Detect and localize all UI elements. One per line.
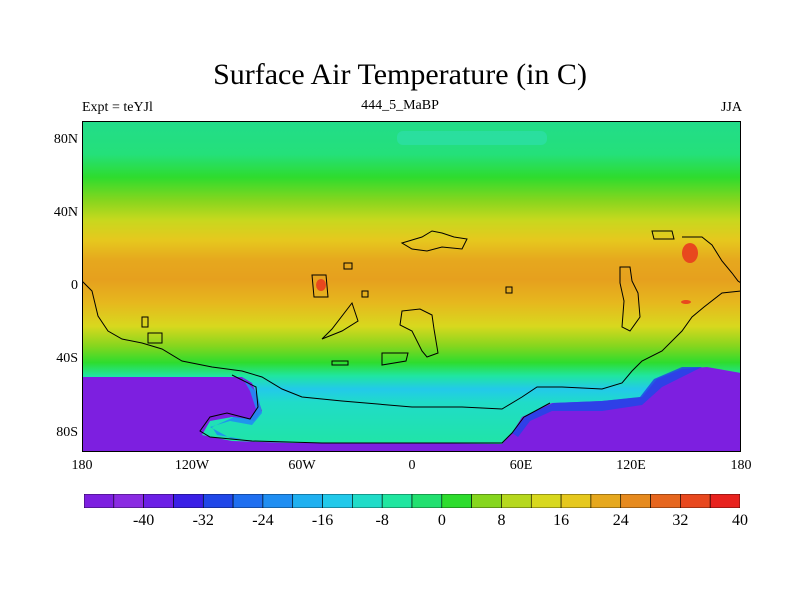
colorbar-label: -16 [311,512,334,529]
antarctic-coast-band [512,367,702,437]
colorbar-label: -40 [132,512,155,529]
y-tick: 80N [53,132,78,147]
y-tick: 40N [53,205,78,220]
season-label: JJA [720,100,742,115]
colorbar-swatch [84,494,115,508]
colorbar-label: 8 [497,512,506,529]
colorbar [84,494,740,508]
colorbar-swatch [381,494,413,508]
antarctic-fringe [210,377,282,439]
colorbar-swatch [352,494,383,508]
y-tick: 0 [71,278,78,293]
x-tick: 180 [71,458,93,473]
colorbar-label: 32 [672,512,689,529]
coastlines [82,230,741,444]
hot-spot-east-small [681,300,691,304]
colorbar-swatch [411,494,443,508]
x-tick: 120E [616,458,646,473]
colorbar-swatch [262,494,294,508]
colorbar-swatch [530,494,562,508]
hot-spot-africa [316,279,326,291]
colorbar-swatch [680,494,711,508]
colorbar-swatch [501,494,532,508]
x-tick: 180 [730,458,752,473]
colorbar-swatch [143,494,174,508]
experiment-label: Expt = teYJl [82,100,153,115]
colorbar-label: -32 [192,512,214,529]
x-tick: 60E [509,458,533,473]
colorbar-label: 24 [612,512,629,529]
x-tick: 120W [174,458,210,473]
colorbar-swatch [441,494,472,508]
colorbar-label: 0 [437,512,446,529]
y-tick: 40S [56,351,78,366]
colorbar-label: 40 [732,512,748,529]
colorbar-swatch [471,494,502,508]
colorbar-swatch [113,494,144,508]
colorbar-swatch [709,494,740,508]
map-frame [82,121,741,452]
colorbar-label: 16 [553,512,570,529]
colorbar-swatch [620,494,651,508]
colorbar-swatch [590,494,622,508]
colorbar-label: -8 [375,512,389,529]
colorbar-swatch [560,494,592,508]
colorbar-label: -24 [252,512,274,529]
colorbar-swatch [173,494,204,508]
colorbar-swatch [292,494,323,508]
x-tick: 0 [408,458,416,473]
colorbar-swatch [232,494,264,508]
colorbar-swatch [650,494,681,508]
arctic-cool-band [397,131,547,145]
colorbar-swatch [202,494,234,508]
antarctic-cold-region [82,367,741,452]
x-tick: 60W [288,458,316,473]
y-tick: 80S [56,425,78,440]
hot-spot-east [682,243,698,263]
colorbar-swatch [322,494,353,508]
run-label: 444_5_MaBP [361,98,439,113]
chart-title: Surface Air Temperature (in C) [213,58,587,91]
temperature-map [82,121,741,452]
